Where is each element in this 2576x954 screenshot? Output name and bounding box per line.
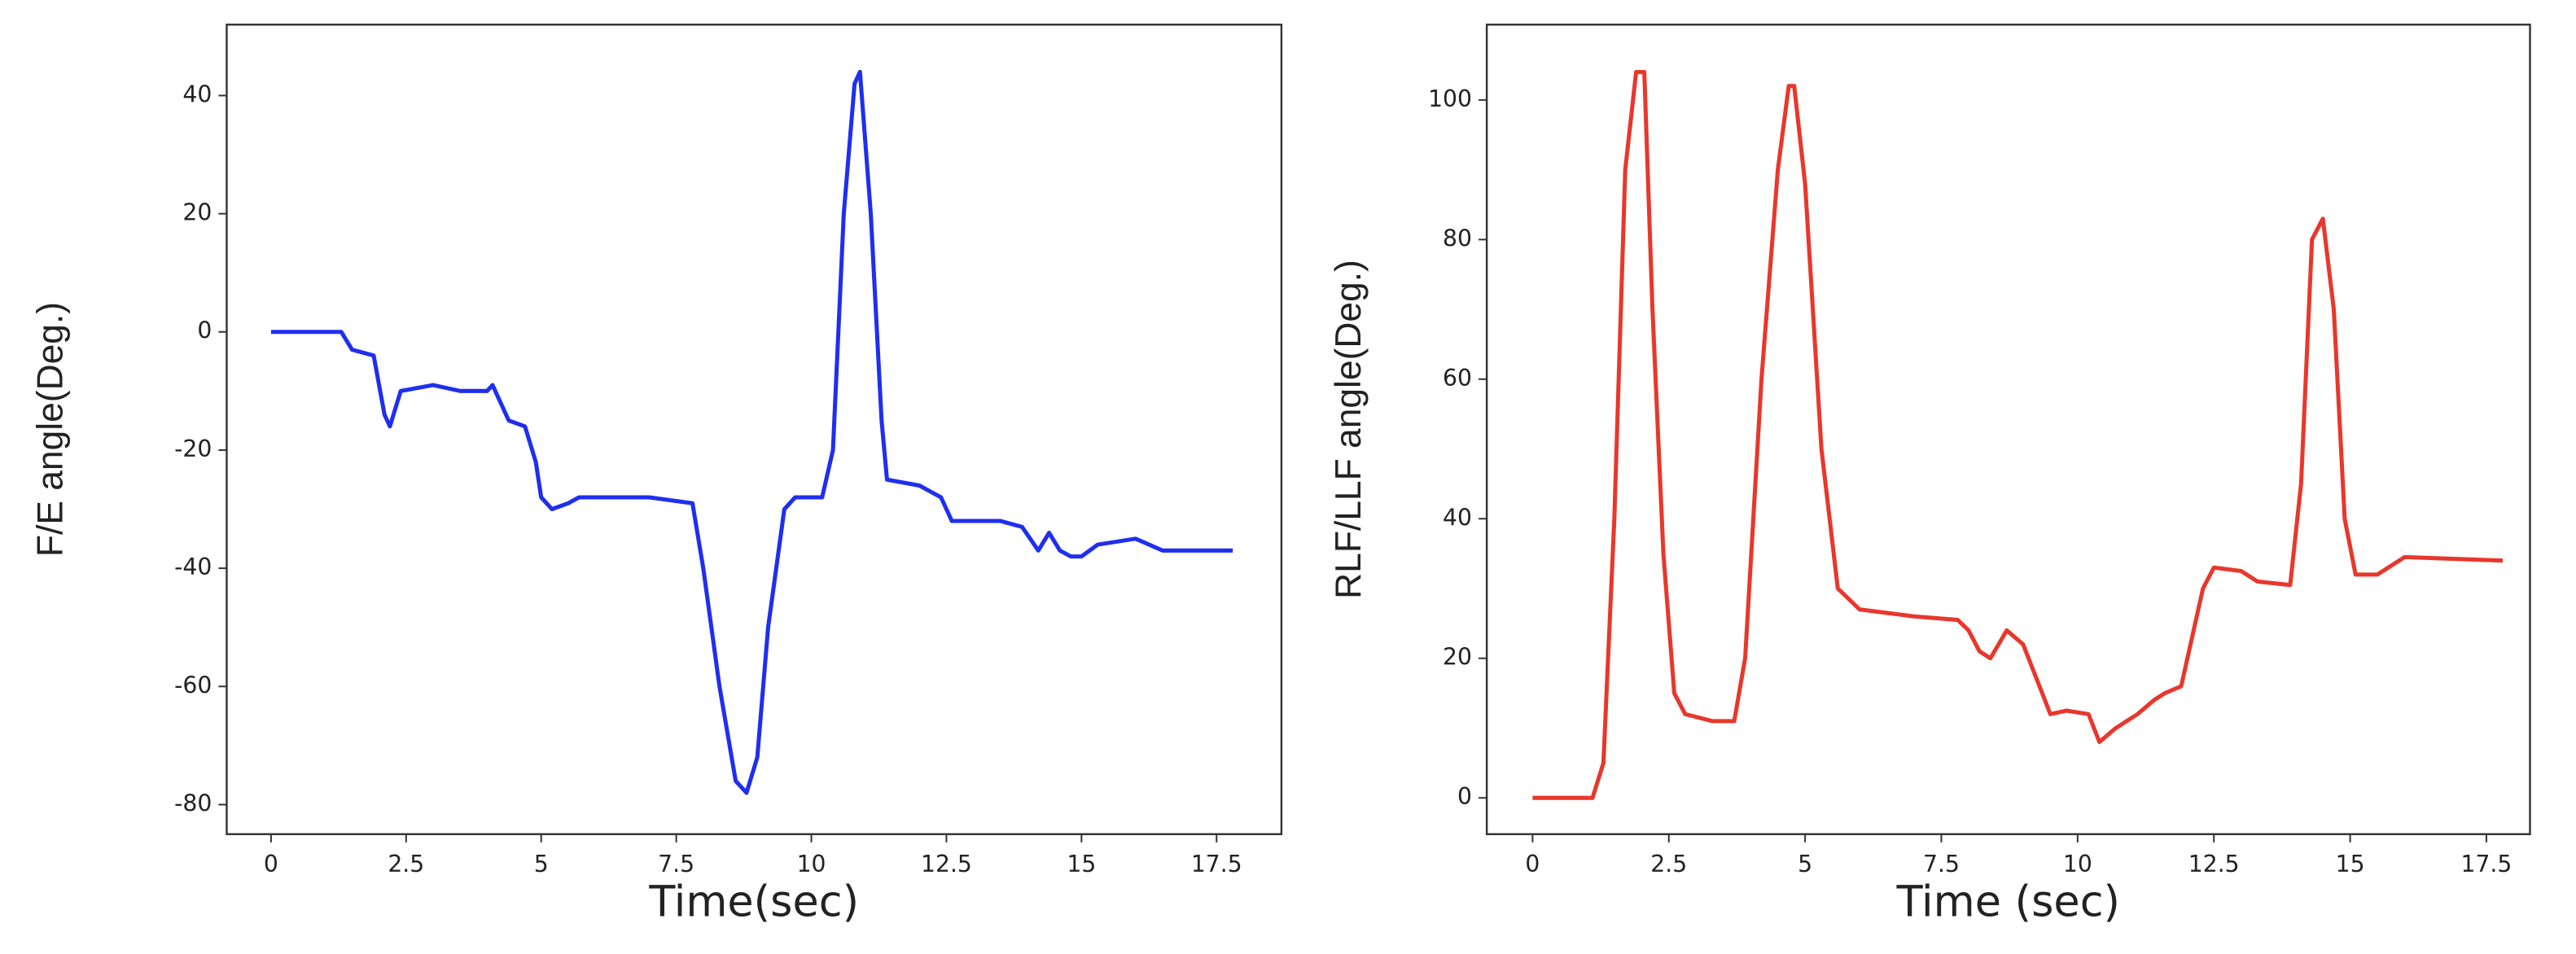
x-tick-label: 0 xyxy=(264,851,278,877)
plot-frame xyxy=(226,24,1283,835)
data-line xyxy=(1532,70,2504,800)
y-tick-label: -80 xyxy=(174,790,212,816)
y-axis-label: F/E angle(Deg.) xyxy=(31,302,71,557)
x-tick-label: 5 xyxy=(1798,851,1812,877)
plot-frame xyxy=(1485,24,2531,835)
x-tick-label: 5 xyxy=(534,851,549,877)
data-line xyxy=(270,69,1233,795)
y-tick-label: 80 xyxy=(1443,225,1472,252)
x-tick-label: 7.5 xyxy=(658,851,694,877)
x-tick-label: 17.5 xyxy=(2461,851,2512,877)
x-tick-label: 15 xyxy=(2336,851,2365,877)
x-tick-label: 12.5 xyxy=(2188,851,2240,877)
y-tick-label: 20 xyxy=(182,199,212,226)
x-tick-label: 12.5 xyxy=(921,851,972,877)
y-tick-label: -60 xyxy=(174,672,212,698)
y-tick-label: 40 xyxy=(182,81,212,107)
x-tick-label: 15 xyxy=(1067,851,1096,877)
y-tick-label: -40 xyxy=(174,554,212,580)
x-tick-label: 2.5 xyxy=(388,851,424,877)
x-tick-label: 2.5 xyxy=(1650,851,1687,877)
x-axis-label: Time (sec) xyxy=(1896,877,2120,927)
x-tick-label: 10 xyxy=(797,851,826,877)
y-tick-label: -20 xyxy=(174,435,212,462)
x-tick-label: 7.5 xyxy=(1923,851,1960,877)
y-tick-label: 20 xyxy=(1443,644,1472,671)
y-tick-label: 0 xyxy=(1457,783,1472,810)
y-tick-label: 40 xyxy=(1443,504,1472,531)
x-axis-label: Time(sec) xyxy=(648,877,859,927)
y-tick-label: 100 xyxy=(1428,85,1472,112)
x-tick-label: 0 xyxy=(1525,851,1540,877)
y-tick-label: 0 xyxy=(197,317,212,344)
x-tick-label: 10 xyxy=(2063,851,2092,877)
x-tick-label: 17.5 xyxy=(1191,851,1242,877)
y-tick-label: 60 xyxy=(1443,365,1472,392)
y-axis-label: RLF/LLF angle(Deg.) xyxy=(1329,260,1369,599)
